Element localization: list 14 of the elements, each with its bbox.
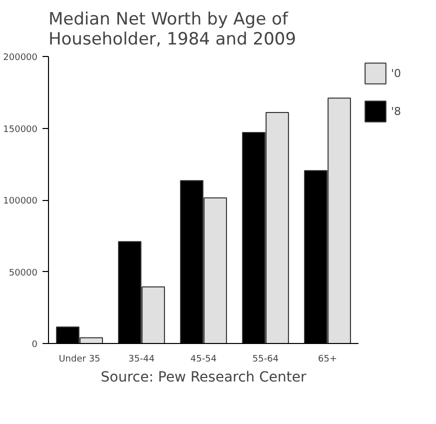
x-tick-label: 45-54: [190, 354, 217, 364]
y-tick-label: 150000: [3, 124, 38, 135]
source-note: Source: Pew Research Center: [100, 370, 306, 386]
y-tick-label: 0: [32, 340, 38, 350]
x-tick-label: 35-44: [128, 354, 155, 364]
x-tick-label: 55-64: [252, 354, 279, 364]
y-tick-label: 100000: [3, 196, 38, 206]
y-tick-label: 200000: [3, 53, 38, 63]
legend-label: '0: [391, 66, 402, 80]
legend-label: '8: [391, 104, 402, 118]
y-tick-label: 50000: [8, 268, 38, 278]
x-tick-label: Under 35: [58, 354, 100, 364]
chart-title: Median Net Worth by Age of Householder, 1984 and 2009: [48, 10, 296, 50]
x-tick-label: 65+: [318, 354, 338, 364]
